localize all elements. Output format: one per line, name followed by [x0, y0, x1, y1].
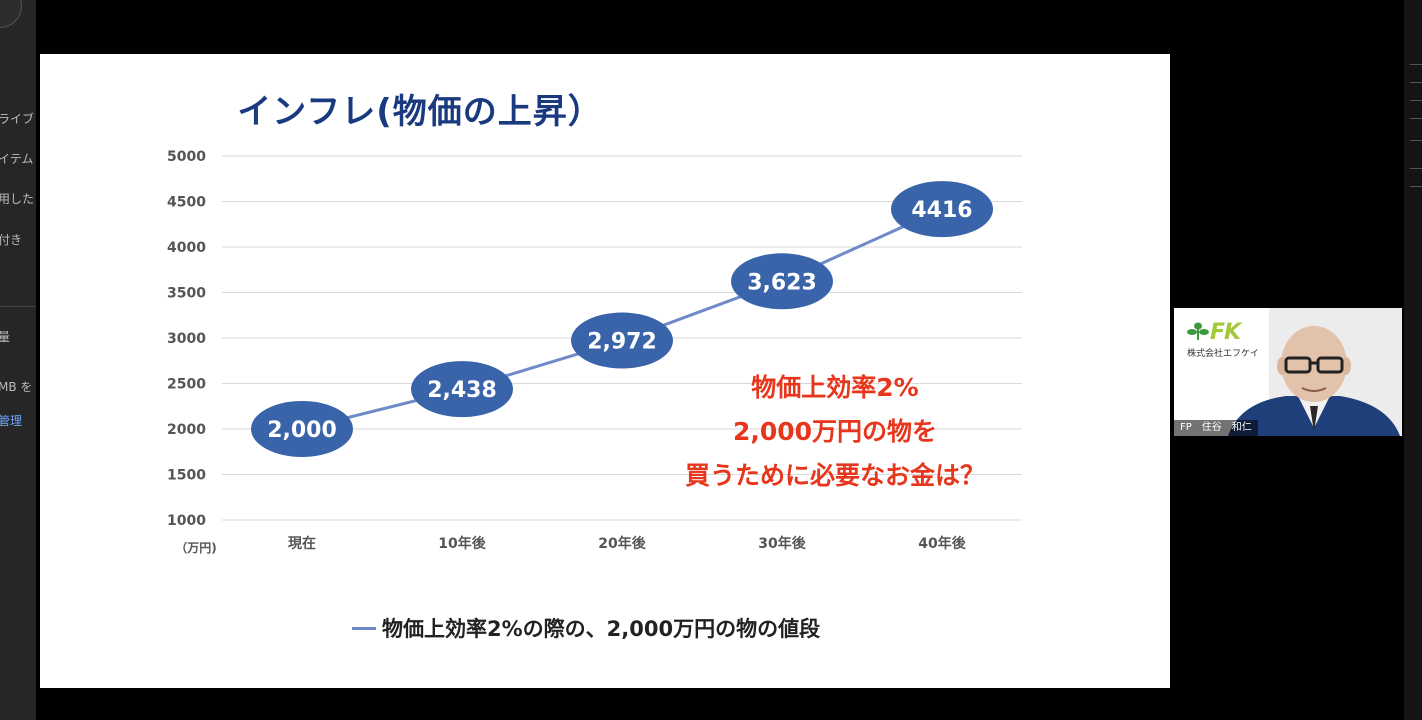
note-line-1: 物価上効率2%: [751, 373, 919, 402]
legend-swatch: [352, 626, 376, 630]
left-menu-item-1[interactable]: ライブ: [0, 112, 35, 126]
data-point-marker: [731, 253, 833, 310]
note-line-3: 買うために必要なお金は？: [684, 461, 985, 490]
inflation-line-chart: 1000 1500 2000 2500 3000 3500 4000 4500 5000 （万円)…: [167, 149, 1022, 555]
right-panel-mark: [1410, 118, 1422, 119]
slide-note: 物価上効率2% 2,000万円の物を 買うために必要なお金は？: [660, 366, 1010, 498]
avatar-button[interactable]: [0, 0, 22, 28]
manage-link[interactable]: 管理: [0, 414, 23, 428]
data-label: 2,438: [427, 378, 497, 403]
left-divider: [0, 306, 36, 307]
y-tick-label: 4500: [167, 195, 206, 211]
data-point-marker: [891, 181, 993, 238]
slide-title: インフレ(物価の上昇）: [237, 92, 603, 132]
right-panel-mark: [1410, 82, 1422, 83]
note-line-2: 2,000万円の物を: [732, 417, 938, 446]
data-label: 2,972: [587, 330, 657, 355]
y-tick-label: 3500: [167, 286, 206, 302]
y-tick-label: 1000: [167, 513, 206, 529]
data-label: 4416: [911, 198, 972, 223]
legend-label: 物価上効率2%の際の、2,000万円の物の値段: [382, 617, 821, 641]
presentation-slide: インフレ(物価の上昇） 1000 1500 2000 2500 3000 3500 4000…: [40, 54, 1170, 688]
left-menu-item-6: MB を: [0, 380, 33, 394]
left-menu-item-3[interactable]: 用した: [0, 192, 35, 206]
right-app-panel: [1404, 0, 1422, 720]
data-point-marker: [411, 361, 513, 418]
right-panel-mark: [1410, 140, 1422, 141]
x-tick-label: 10年後: [438, 535, 486, 552]
left-app-panel: ライブ イテム 用した 付き 量 MB を 管理: [0, 0, 36, 720]
right-panel-mark: [1410, 100, 1422, 101]
x-tick-label: 現在: [288, 535, 316, 552]
x-tick-label: 40年後: [918, 535, 966, 552]
y-tick-label: 2500: [167, 377, 206, 393]
presenter-video: [1228, 308, 1402, 436]
data-point-marker: [251, 401, 353, 457]
webcam-video-tile[interactable]: FK 株式会社エフケイ FP 住谷 和仁: [1174, 308, 1402, 436]
company-logo-text: FK: [1210, 320, 1241, 345]
x-tick-label: 30年後: [758, 535, 806, 552]
y-tick-label: 3000: [167, 331, 206, 347]
company-logo-icon: [1187, 322, 1209, 340]
right-panel-mark: [1410, 168, 1422, 169]
y-unit-label: （万円): [175, 540, 217, 555]
y-tick-label: 4000: [167, 240, 206, 256]
data-label: 3,623: [747, 270, 817, 295]
chart-legend: 物価上効率2%の際の、2,000万円の物の値段: [352, 614, 820, 642]
left-menu-item-2[interactable]: イテム: [0, 152, 34, 166]
y-tick-label: 2000: [167, 422, 206, 438]
data-label: 2,000: [267, 418, 337, 443]
y-tick-label: 5000: [167, 149, 206, 165]
left-menu-item-5: 量: [0, 330, 11, 344]
data-point-marker: [571, 312, 673, 369]
participant-name-tag: FP 住谷 和仁: [1174, 420, 1258, 436]
left-menu-item-4[interactable]: 付き: [0, 233, 23, 247]
y-tick-label: 1500: [167, 468, 206, 484]
right-panel-mark: [1410, 64, 1422, 65]
x-tick-label: 20年後: [598, 535, 646, 552]
company-name: 株式会社エフケイ: [1187, 349, 1259, 359]
right-panel-mark: [1410, 186, 1422, 187]
